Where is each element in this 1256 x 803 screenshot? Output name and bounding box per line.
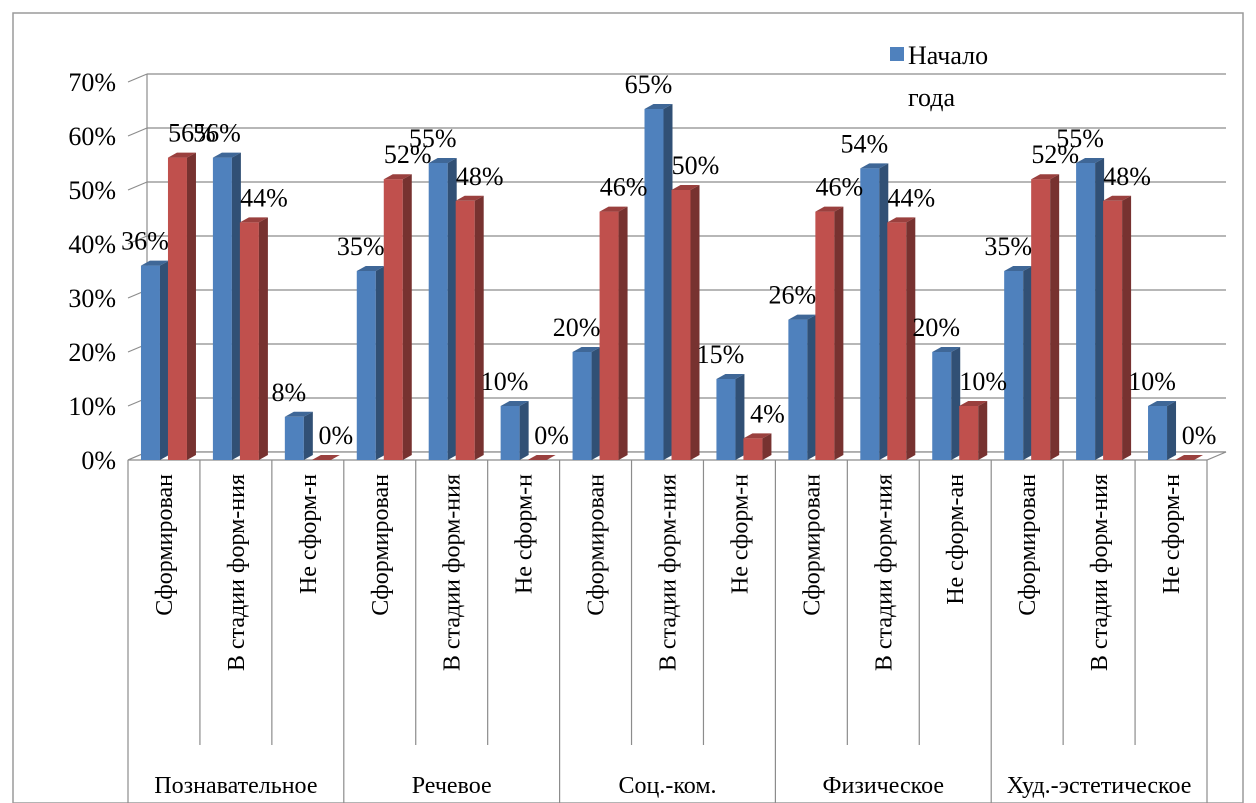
bar-series1-13 [1076,158,1105,460]
data-label-series2: 48% [456,162,504,191]
bar-series2-0 [167,152,196,460]
y-tick-label: 10% [68,392,116,421]
data-label-series2: 50% [672,151,720,180]
data-label-series1: 26% [769,281,817,310]
data-label-series2: 52% [1031,140,1079,169]
y-tick-label: 50% [68,176,116,205]
data-label-series1: 20% [912,313,960,342]
bar-series1-9 [788,314,817,460]
bar-series2-7 [671,185,700,460]
bar-series1-6 [572,347,601,460]
group-label: Соц.-ком. [618,773,716,799]
bar-series1-7 [644,104,673,460]
data-label-series1: 35% [337,232,385,261]
bar-series2-1 [239,217,268,460]
bar-series1-0 [140,260,169,460]
data-label-series1: 54% [840,129,888,158]
data-label-series2: 52% [384,140,432,169]
data-label-series2: 48% [1103,162,1151,191]
category-label: В стадии форм-ния [224,474,250,671]
bar-series2-12 [1031,174,1060,460]
bar-series2-8 [743,433,772,460]
category-label: Сформирован [152,474,178,616]
group-label: Худ.-эстетическое [1007,773,1192,799]
y-tick-label: 70% [68,68,116,97]
y-tick-label: 30% [68,284,116,313]
bar-series1-3 [356,266,385,460]
bar-series2-9 [815,206,844,460]
bar-series1-12 [1004,266,1033,460]
bar-series1-14 [1148,401,1177,460]
bar-series1-5 [500,401,529,460]
y-tick-label: 40% [68,230,116,259]
category-label: В стадии форм-ния [440,474,466,671]
category-label: Не сформ-н [296,474,322,594]
gridline-side [127,73,148,83]
bar-series1-1 [212,152,241,460]
category-label: В стадии форм-ния [1087,474,1113,671]
category-label: Сформирован [1015,474,1041,616]
legend: Начало года [890,41,988,112]
data-label-series2: 0% [534,421,569,450]
data-label-series2: 46% [816,173,864,202]
category-label: Не сформ-н [727,474,753,594]
category-label: В стадии форм-ния [656,474,682,671]
category-label: Сформирован [799,474,825,616]
data-label-series1: 56% [193,119,241,148]
bar-series1-10 [860,163,889,460]
y-tick-label: 60% [68,122,116,151]
bar-series2-3 [383,174,412,460]
data-label-series2: 56% [168,119,216,148]
data-label-series1: 36% [121,227,169,256]
bar-series2-5 [527,455,556,461]
group-label: Физическое [823,773,945,799]
bar-series2-6 [599,206,628,460]
data-label-series1: 10% [1128,367,1176,396]
data-label-series2: 44% [887,183,935,212]
data-label-series2: 4% [750,399,785,428]
bar-series1-11 [932,347,961,460]
legend-label-line2: года [908,83,955,112]
legend-swatch-start-of-year [890,47,904,61]
data-label-series2: 46% [600,173,648,202]
y-tick-label: 0% [81,446,116,475]
bar-series2-10 [887,217,916,460]
legend-label-line1: Начало [908,41,988,70]
data-label-series1: 35% [984,232,1032,261]
bar-series2-2 [311,455,340,461]
bar-series2-13 [1103,195,1132,461]
data-label-series1: 15% [697,340,745,369]
category-label: Не сформ-ан [943,474,969,605]
data-label-series1: 10% [481,367,529,396]
data-label-series1: 8% [271,378,306,407]
category-label: Сформирован [584,474,610,616]
data-label-series2: 0% [318,421,353,450]
bar-series2-11 [959,401,988,460]
data-label-series2: 10% [959,367,1007,396]
category-label: В стадии форм-ния [871,474,897,671]
bar-series1-8 [716,374,745,460]
bar-series1-2 [284,411,313,460]
gridline-side [127,235,148,245]
y-tick-label: 20% [68,338,116,367]
data-label-series1: 65% [625,70,673,99]
bar-series1-4 [428,158,457,460]
data-label-series1: 20% [553,313,601,342]
group-label: Познавательное [154,773,317,799]
gridline-side [127,181,148,191]
data-label-series1: 55% [409,124,457,153]
data-label-series2: 44% [240,183,288,212]
category-label: Не сформ-н [1159,474,1185,594]
chart-border [12,12,1244,803]
data-label-series1: 55% [1056,124,1104,153]
group-label: Речевое [412,773,492,799]
bar-series2-4 [455,195,484,461]
category-label: Не сформ-н [512,474,538,594]
gridline-side [127,127,148,137]
bar-series2-14 [1175,455,1204,461]
category-label: Сформирован [368,474,394,616]
data-label-series2: 0% [1182,421,1217,450]
